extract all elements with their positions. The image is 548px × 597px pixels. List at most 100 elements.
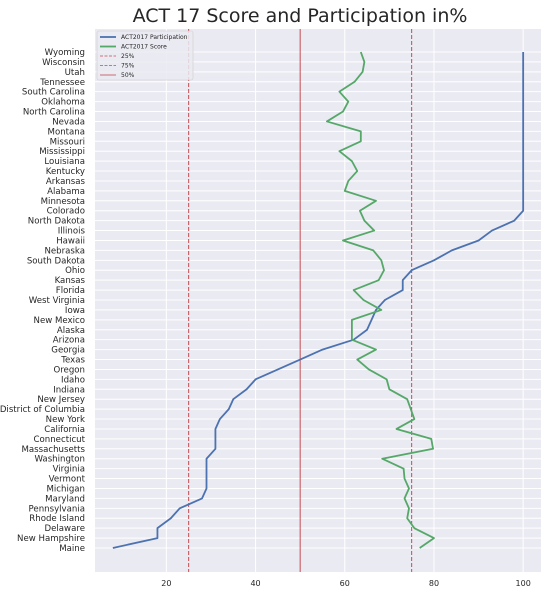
y-tick-label: Wyoming: [45, 48, 85, 58]
score-point-30: [375, 349, 376, 350]
score-point-13: [348, 180, 349, 181]
score-point-47: [407, 518, 408, 519]
score-point-35: [407, 399, 408, 400]
participation-point-38: [215, 428, 216, 429]
y-tick-label: Michigan: [46, 484, 85, 494]
y-tick-label: Ohio: [65, 266, 85, 276]
participation-point-48: [157, 528, 158, 529]
y-tick-label: Maine: [59, 544, 85, 554]
score-point-37: [414, 418, 415, 419]
y-tick-label: Delaware: [45, 524, 86, 534]
score-point-28: [351, 329, 352, 330]
legend-label: 75%: [121, 63, 135, 70]
score-point-33: [386, 379, 387, 380]
y-tick-label: Texas: [60, 356, 85, 366]
score-point-15: [375, 200, 376, 201]
participation-point-7: [523, 121, 524, 122]
participation-point-42: [206, 468, 207, 469]
y-tick-label: Oklahoma: [41, 98, 85, 108]
score-point-4: [339, 91, 340, 92]
legend-label: ACT2017 Participation: [121, 34, 188, 41]
score-point-3: [354, 81, 355, 82]
participation-point-32: [277, 369, 278, 370]
reference-lines: [188, 29, 413, 572]
score-point-45: [404, 498, 405, 499]
y-tick-label: Arkansas: [46, 177, 86, 187]
participation-point-21: [433, 260, 434, 261]
participation-point-44: [206, 488, 207, 489]
score-point-26: [381, 309, 382, 310]
grid-lines: [95, 29, 541, 572]
score-point-9: [360, 141, 361, 142]
y-tick-label: Utah: [65, 68, 85, 78]
x-tick-label: 40: [250, 579, 260, 588]
participation-point-18: [491, 230, 492, 231]
participation-point-27: [371, 319, 372, 320]
participation-point-4: [523, 91, 524, 92]
y-tick-label: Tennessee: [39, 78, 85, 88]
y-tick-label: Vermont: [49, 475, 86, 485]
score-point-1: [364, 61, 365, 62]
y-tick-label: Florida: [56, 286, 85, 296]
participation-point-26: [375, 309, 376, 310]
y-tick-label: New York: [46, 415, 85, 425]
score-point-10: [339, 151, 340, 152]
participation-point-9: [523, 141, 524, 142]
participation-point-45: [201, 498, 202, 499]
y-tick-label: Colorado: [47, 207, 85, 217]
y-tick-label: Missouri: [50, 137, 85, 147]
score-point-17: [364, 220, 365, 221]
score-point-42: [403, 468, 404, 469]
score-point-0: [360, 51, 361, 52]
y-tick-label: Minnesota: [41, 197, 85, 207]
score-point-21: [381, 260, 382, 261]
series-lines: [112, 51, 525, 549]
y-tick-label: Kansas: [55, 276, 86, 286]
score-point-16: [359, 210, 360, 211]
participation-point-12: [523, 170, 524, 171]
y-tick-label: Hawaii: [56, 236, 85, 246]
y-tick-label: Oregon: [53, 365, 85, 375]
score-point-2: [362, 71, 363, 72]
participation-point-16: [523, 210, 524, 211]
x-tick-label: 60: [340, 579, 350, 588]
participation-point-13: [523, 180, 524, 181]
participation-point-40: [215, 448, 216, 449]
y-tick-label: District of Columbia: [0, 405, 85, 415]
participation-point-10: [523, 151, 524, 152]
y-tick-label: New Jersey: [37, 395, 85, 405]
participation-point-14: [523, 190, 524, 191]
participation-point-17: [514, 220, 515, 221]
y-tick-label: Mississippi: [39, 147, 85, 157]
participation-point-50: [112, 547, 113, 548]
legend-label: 50%: [121, 72, 135, 79]
score-point-50: [419, 547, 420, 548]
participation-point-30: [322, 349, 323, 350]
y-tick-label: North Dakota: [28, 217, 85, 227]
participation-point-0: [523, 51, 524, 52]
y-tick-label: Virginia: [53, 465, 85, 475]
score-point-24: [353, 289, 354, 290]
score-point-40: [432, 448, 433, 449]
y-tick-label: Nebraska: [44, 246, 85, 256]
y-tick-label: South Carolina: [22, 88, 85, 98]
score-point-31: [357, 359, 358, 360]
score-point-8: [360, 131, 361, 132]
y-tick-label: Wisconsin: [42, 58, 85, 68]
score-point-36: [410, 409, 411, 410]
score-point-39: [431, 438, 432, 439]
y-tick-label: Iowa: [65, 306, 85, 316]
y-tick-label: New Mexico: [34, 316, 85, 326]
score-point-6: [342, 111, 343, 112]
score-point-11: [351, 161, 352, 162]
y-tick-label: Pennsylvania: [29, 504, 85, 514]
legend-label: 25%: [121, 53, 135, 60]
participation-point-2: [523, 71, 524, 72]
legend: ACT2017 Participation ACT2017 Score 25% 75%…: [96, 30, 194, 81]
y-tick-label: West Virginia: [29, 296, 85, 306]
y-tick-label: Arizona: [53, 336, 85, 346]
participation-point-24: [402, 289, 403, 290]
participation-point-28: [366, 329, 367, 330]
x-tick-label: 20: [161, 579, 171, 588]
score-point-23: [378, 280, 379, 281]
